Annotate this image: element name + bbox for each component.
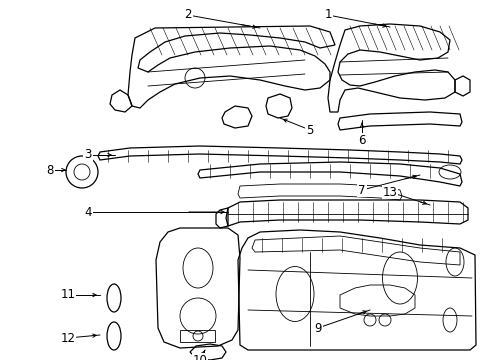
Text: 9: 9 <box>314 321 321 334</box>
Text: 8: 8 <box>46 163 54 176</box>
Text: 2: 2 <box>184 9 191 22</box>
Text: 7: 7 <box>358 184 365 197</box>
Text: 6: 6 <box>358 134 365 147</box>
Text: 4: 4 <box>84 206 92 219</box>
Text: 1: 1 <box>324 9 331 22</box>
Text: 3: 3 <box>84 148 92 162</box>
Text: 12: 12 <box>61 332 75 345</box>
Text: 10: 10 <box>192 354 207 360</box>
Text: 13: 13 <box>382 185 397 198</box>
Text: 11: 11 <box>61 288 75 302</box>
Text: 5: 5 <box>305 123 313 136</box>
